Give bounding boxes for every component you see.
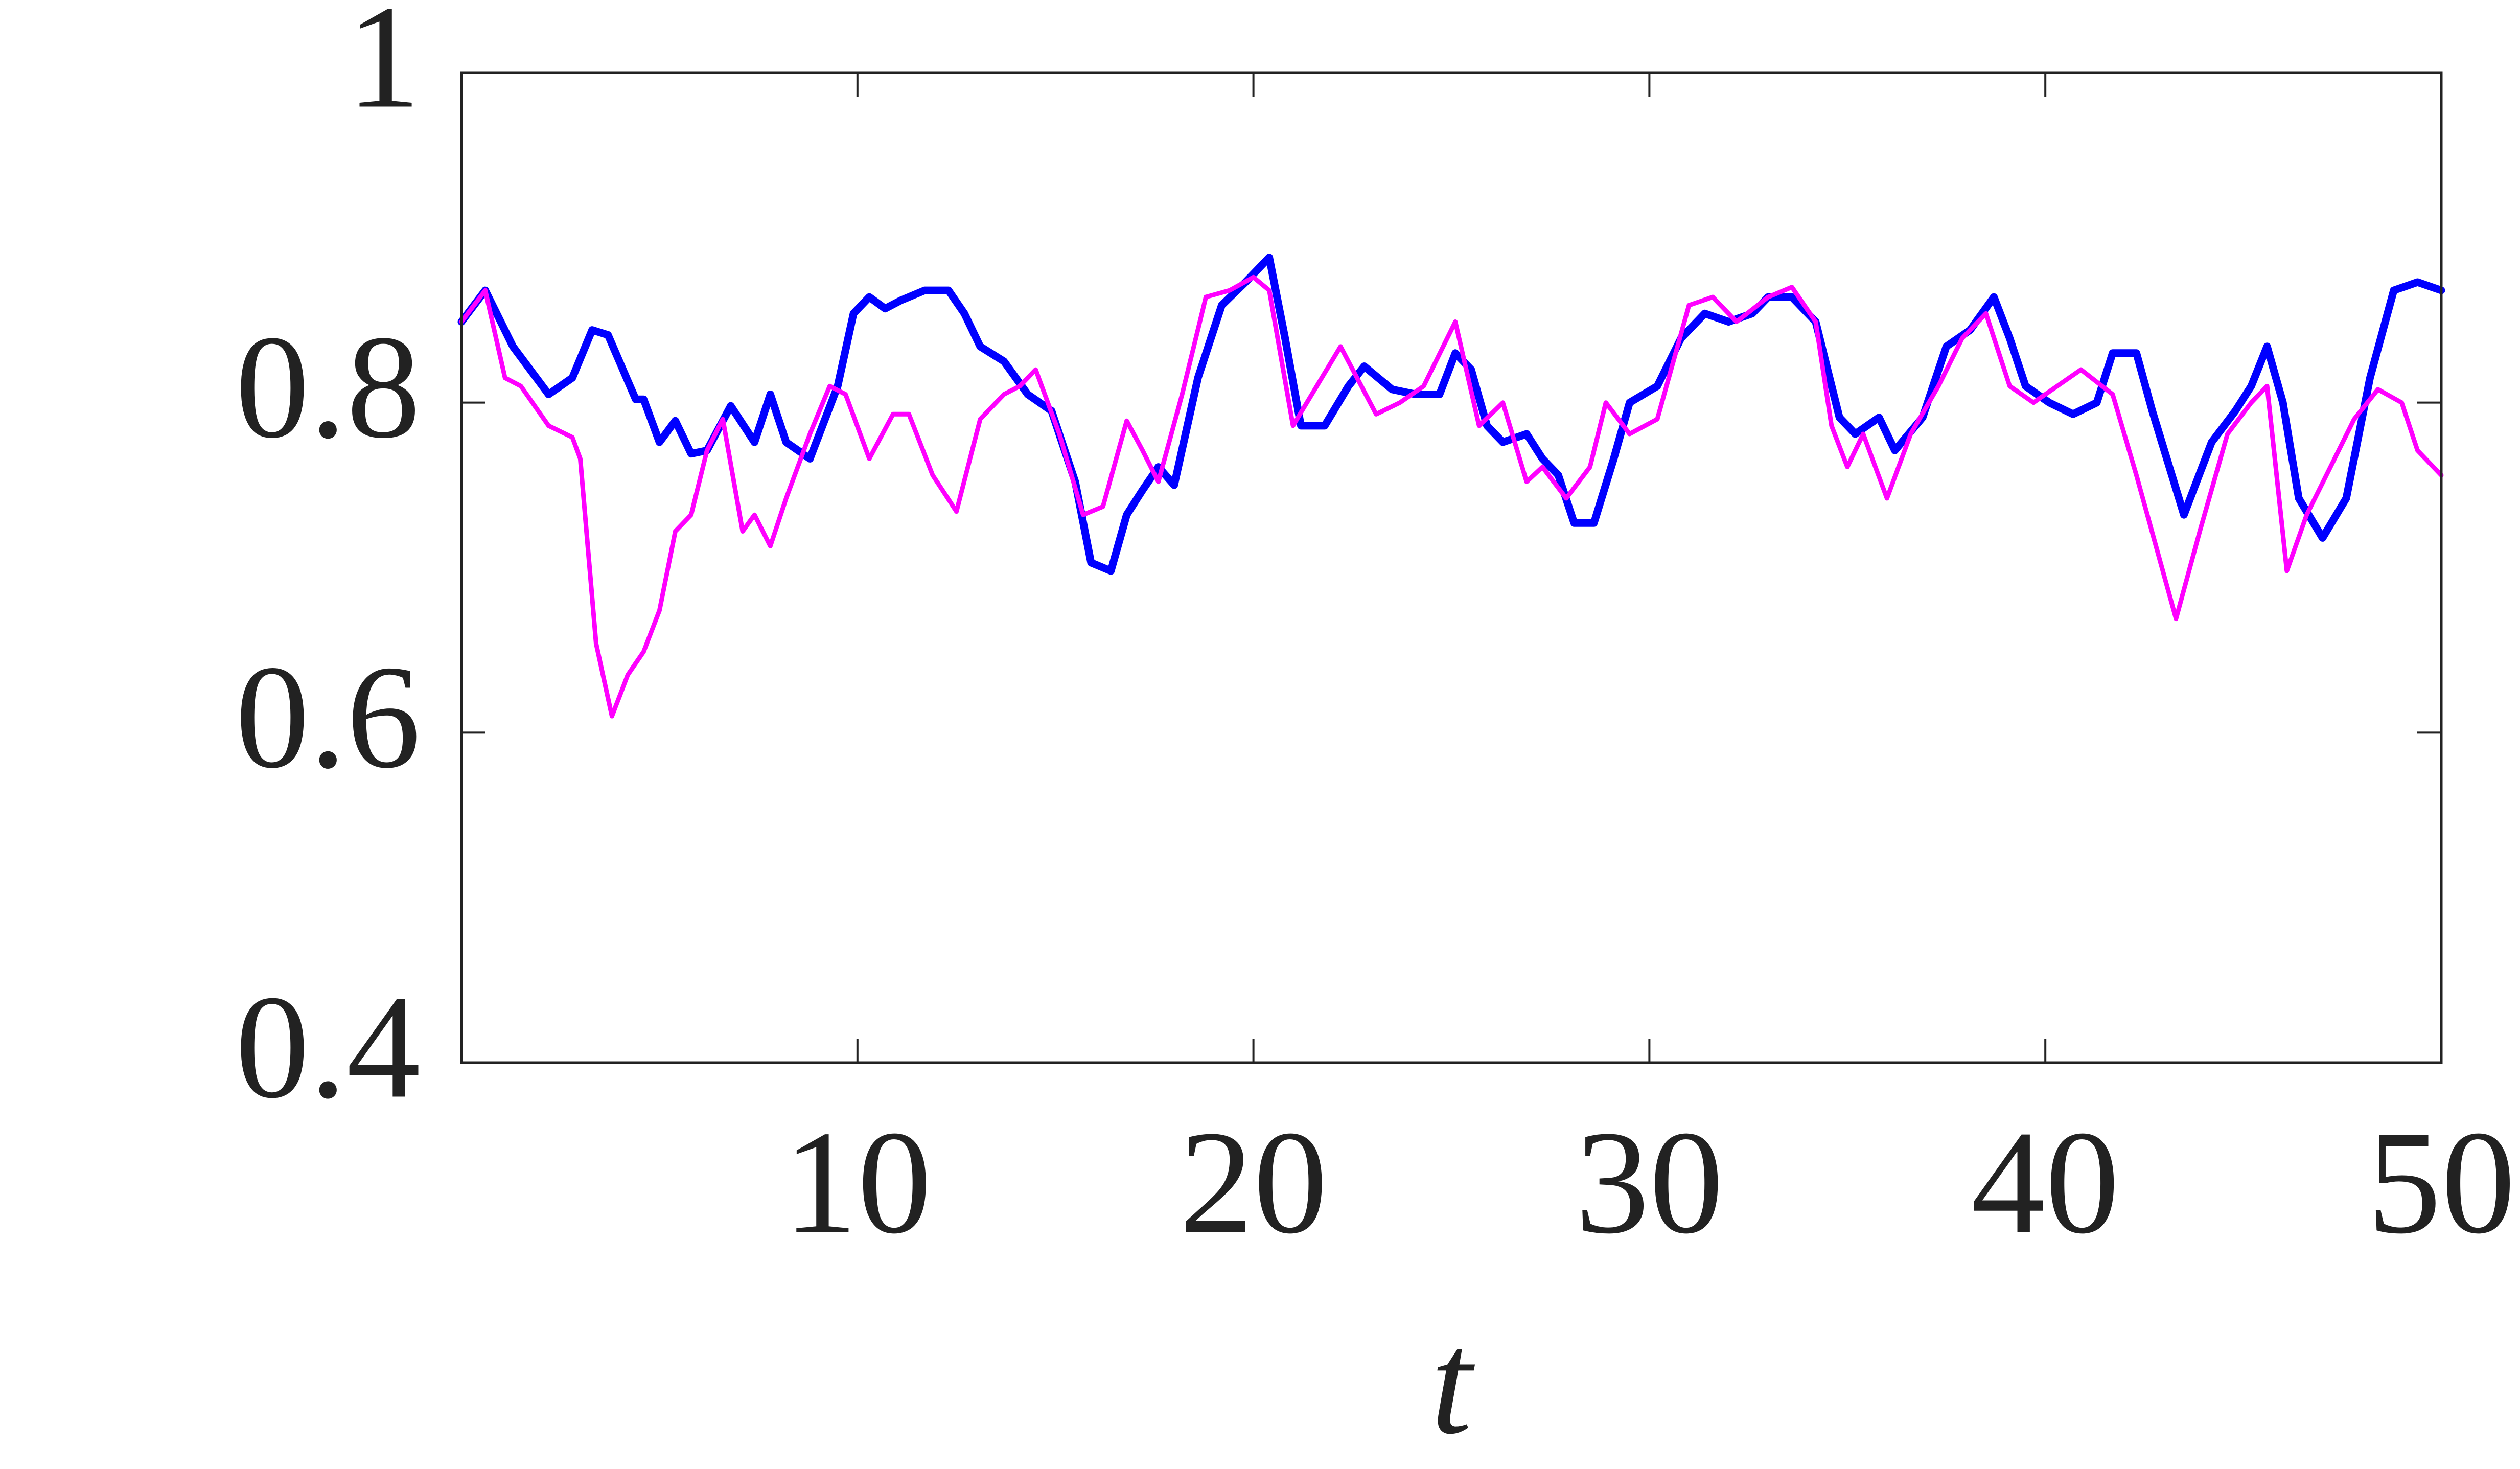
x-axis-label: t [1431,1301,1477,1465]
x-tick-label: 40 [1971,1100,2119,1265]
x-tick-label: 20 [1180,1100,1328,1265]
line-series [459,274,2444,719]
y-tick-label: 1 [346,0,421,139]
y-tick-label: 0.6 [236,635,421,799]
x-tick-label: 30 [1575,1100,1723,1265]
x-tick-label: 10 [783,1100,932,1265]
plot-frame [460,71,2443,1064]
x-tick-label: 50 [2367,1100,2515,1265]
y-tick-label: 0.8 [236,305,421,469]
y-tick-label: 0.4 [236,965,421,1129]
line-series [457,254,2445,575]
